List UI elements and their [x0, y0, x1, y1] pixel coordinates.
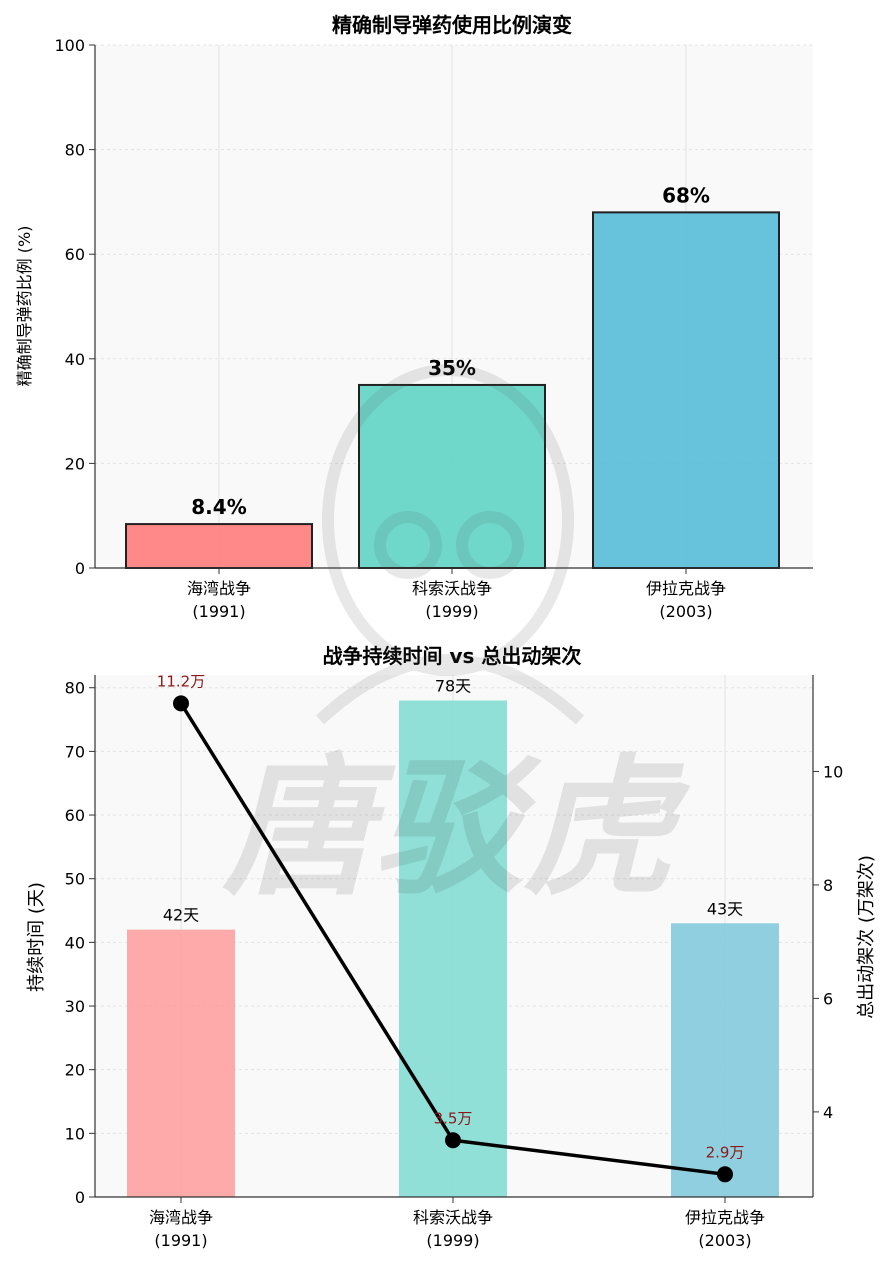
chart2-ytick-right-label: 6 — [823, 989, 833, 1008]
chart1-xtick-year: (1999) — [425, 602, 478, 621]
chart1-ytick-label: 80 — [65, 141, 85, 160]
chart1-ytick-label: 40 — [65, 350, 85, 369]
chart2-ytick-left-label: 50 — [65, 870, 85, 889]
chart2-ylabel-right: 总出动架次 (万架次) — [856, 855, 877, 1019]
chart2-ylabel-left: 持续时间 (天) — [26, 882, 47, 992]
chart2-bar-label: 43天 — [707, 899, 743, 918]
chart2-ytick-left-label: 70 — [65, 742, 85, 761]
chart2-sorties-label: 11.2万 — [157, 672, 205, 690]
chart1-value-label: 8.4% — [191, 495, 246, 519]
chart2-ytick-right-label: 8 — [823, 876, 833, 895]
chart2-sorties-point — [445, 1132, 461, 1149]
chart2-ytick-right-label: 10 — [823, 762, 843, 781]
chart2-bar-label: 78天 — [435, 676, 471, 695]
chart2-xtick-year: (2003) — [698, 1231, 751, 1250]
chart2-bar — [399, 700, 507, 1197]
chart2-title: 战争持续时间 vs 总出动架次 — [323, 644, 582, 668]
chart1-ytick-label: 0 — [75, 559, 85, 578]
chart2-ytick-right-label: 4 — [823, 1103, 833, 1122]
chart2-ytick-left-label: 40 — [65, 933, 85, 952]
chart2-bar-label: 42天 — [163, 906, 199, 925]
chart1-bar — [358, 383, 546, 570]
chart1-ytick-label: 60 — [65, 245, 85, 264]
chart1-bar — [125, 523, 313, 569]
chart1-value-label: 68% — [662, 183, 710, 207]
chart1-xtick-label: 科索沃战争 — [412, 579, 492, 598]
chart2-xtick-label: 科索沃战争 — [413, 1208, 493, 1227]
chart2-ytick-left-label: 0 — [75, 1188, 85, 1207]
chart2-bar — [671, 923, 779, 1197]
chart1-ylabel: 精确制导弹药比例 (%) — [15, 226, 34, 387]
chart1-title: 精确制导弹药使用比例演变 — [332, 13, 572, 37]
chart2-xtick-label: 海湾战争 — [149, 1208, 213, 1227]
chart2-sorties-label: 3.5万 — [434, 1109, 473, 1127]
chart2-ytick-left-label: 60 — [65, 806, 85, 825]
chart1-ytick-label: 100 — [54, 36, 85, 55]
chart2-xtick-year: (1999) — [426, 1231, 479, 1250]
chart1-xtick-year: (2003) — [659, 602, 712, 621]
chart1-bar — [592, 211, 780, 570]
chart2-ytick-left-label: 10 — [65, 1124, 85, 1143]
chart2-sorties-point — [173, 695, 189, 712]
chart2-ytick-left-label: 20 — [65, 1061, 85, 1080]
chart1-value-label: 35% — [428, 356, 476, 380]
chart2-bar — [127, 929, 235, 1197]
chart2-xtick-year: (1991) — [154, 1231, 207, 1250]
chart2-xtick-label: 伊拉克战争 — [685, 1208, 765, 1227]
chart2-ytick-left-label: 80 — [65, 679, 85, 698]
chart1-xtick-label: 伊拉克战争 — [646, 579, 726, 598]
chart1-ytick-label: 20 — [65, 454, 85, 473]
chart1-xtick-label: 海湾战争 — [187, 579, 251, 598]
chart2-ytick-left-label: 30 — [65, 997, 85, 1016]
chart-precision-munitions: 精确制导弹药使用比例演变 8.4% 35% 68% 0 20 40 60 80 100 海湾战争… — [15, 13, 813, 621]
chart2-sorties-label: 2.9万 — [706, 1143, 745, 1161]
chart2-sorties-point — [717, 1166, 733, 1183]
chart1-xtick-year: (1991) — [192, 602, 245, 621]
